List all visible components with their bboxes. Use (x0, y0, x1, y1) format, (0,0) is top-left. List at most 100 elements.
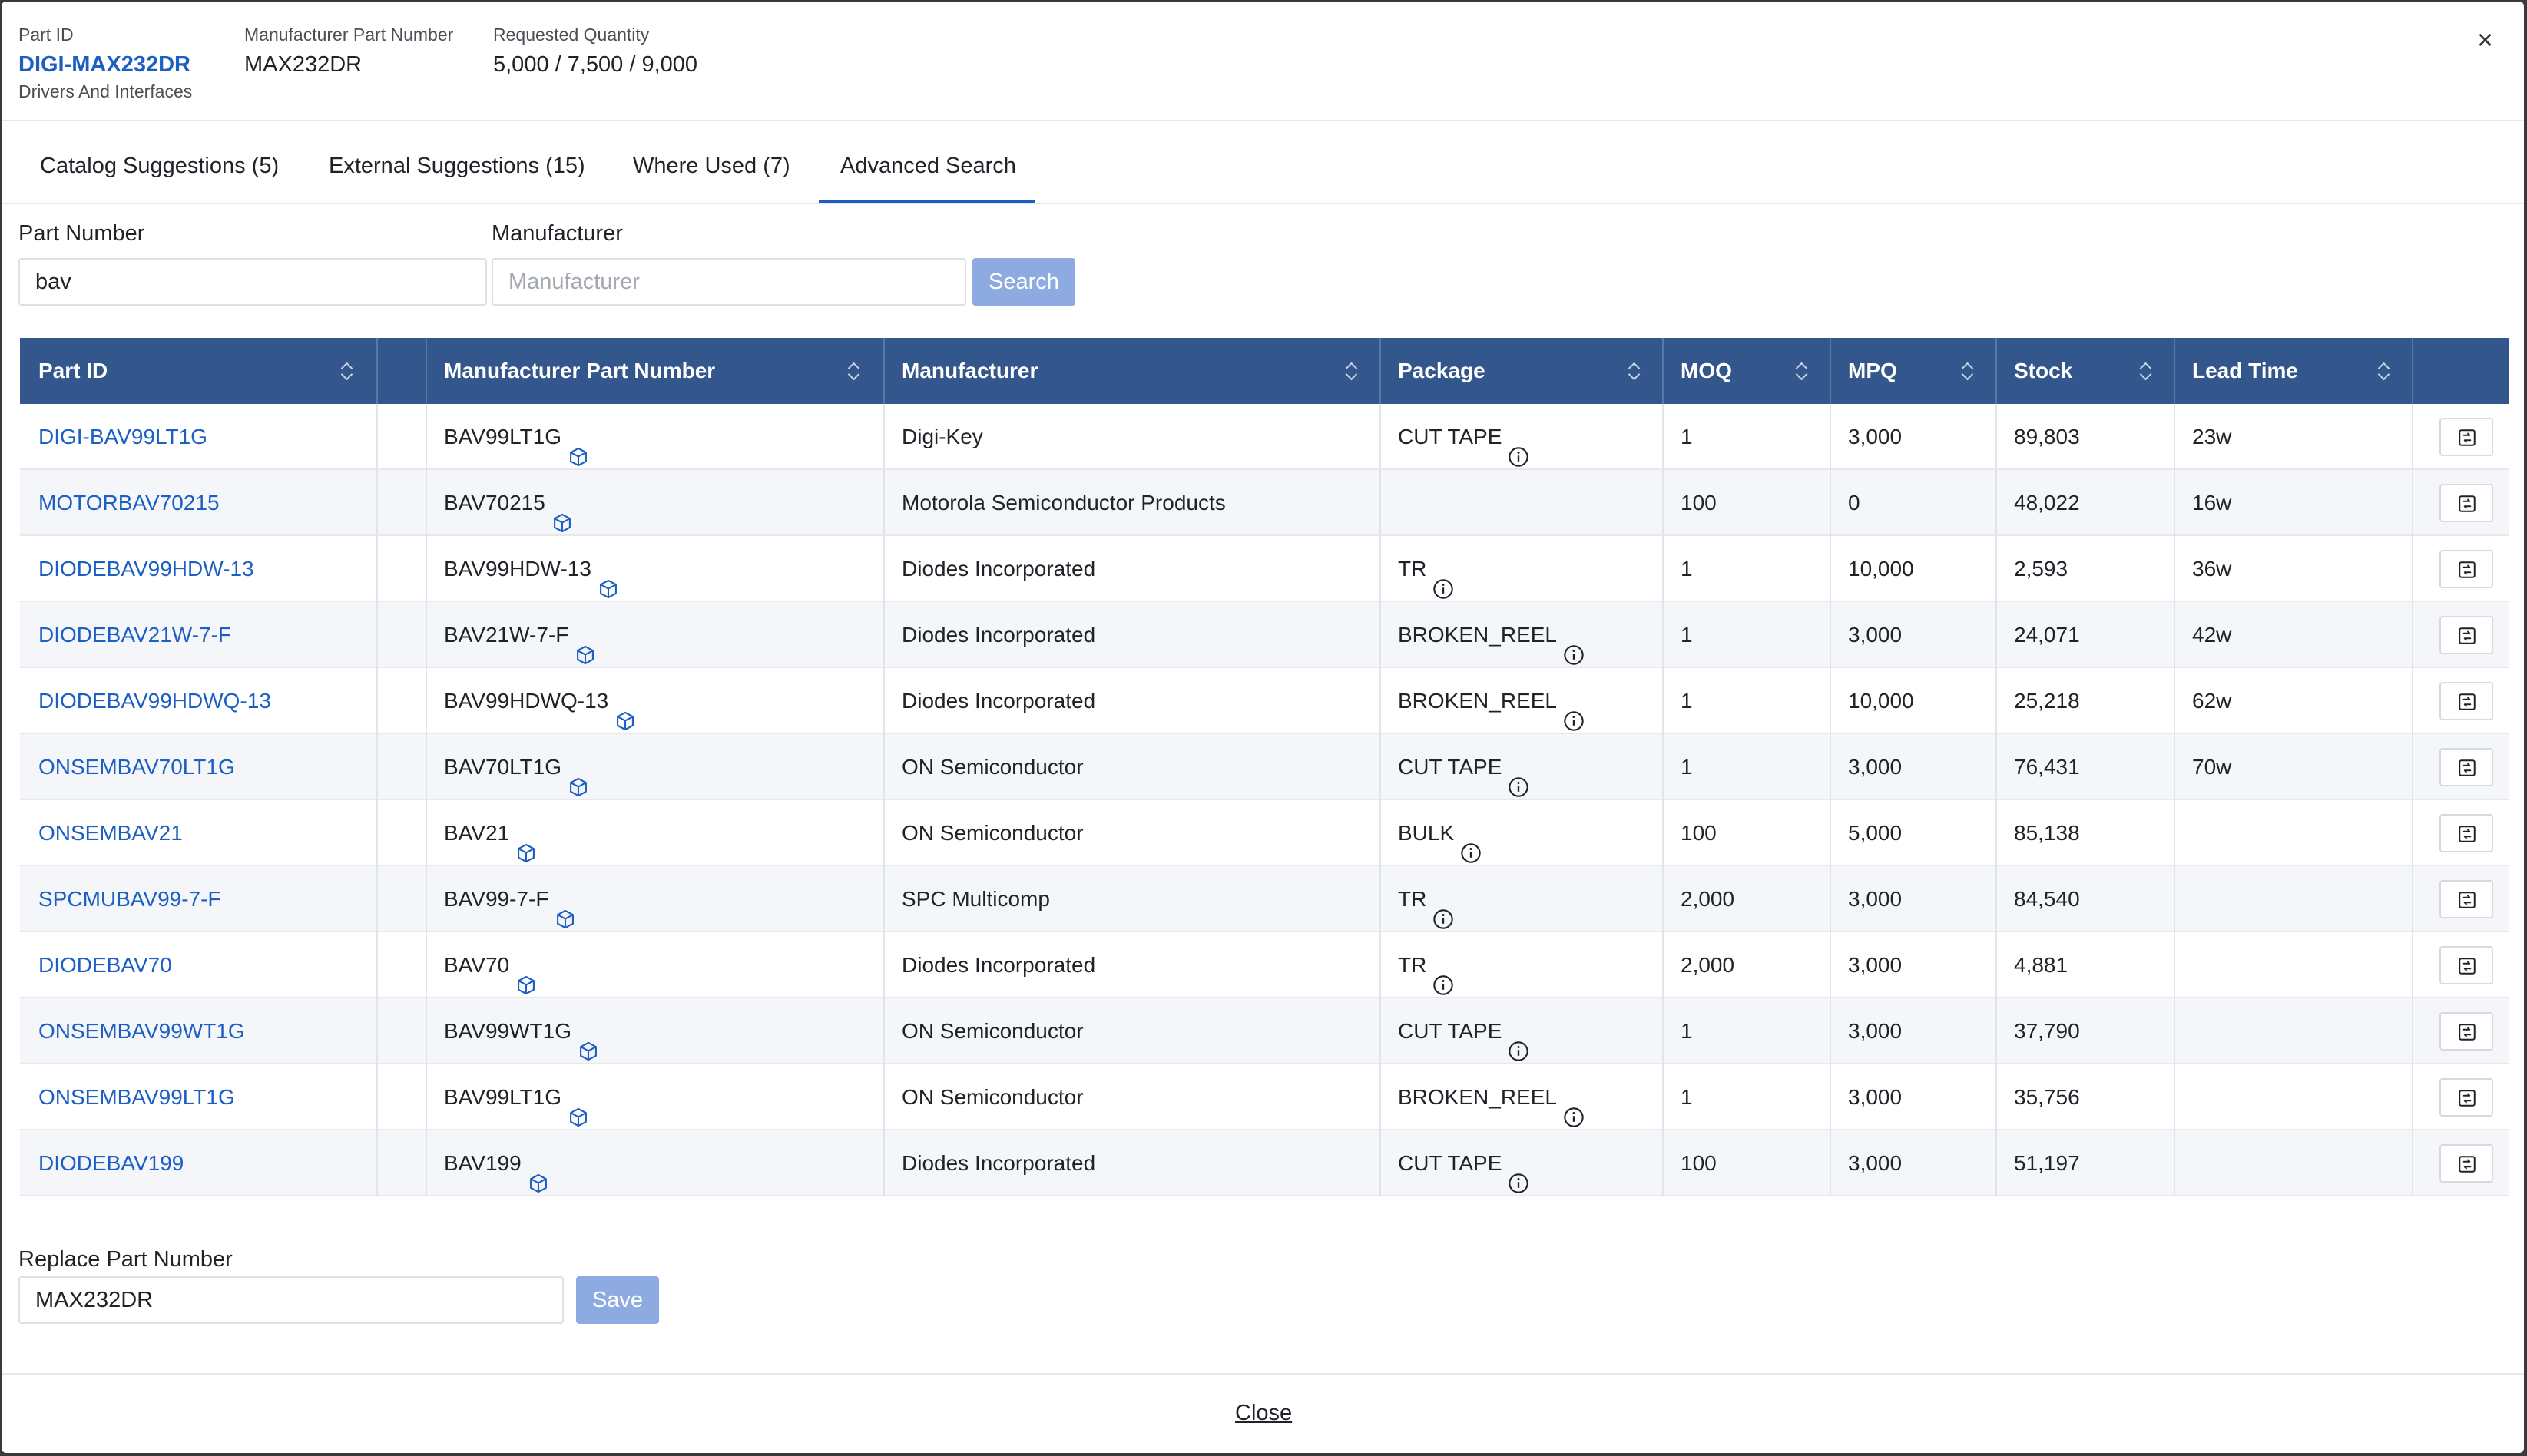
manufacturer-label: Manufacturer (492, 221, 623, 246)
cube-icon[interactable] (568, 1088, 589, 1127)
column-header-part-id[interactable]: Part ID (38, 359, 108, 382)
column-divider (1379, 536, 1381, 602)
cell-manufacturer: Diodes Incorporated (883, 668, 1095, 734)
replace-part-button[interactable] (2439, 418, 2493, 456)
tab-advanced-search[interactable]: Advanced Search (840, 154, 1016, 178)
column-header-lead-time[interactable]: Lead Time (2192, 359, 2298, 382)
cell-part-id-text[interactable]: ONSEMBAV99WT1G (38, 1019, 245, 1043)
tab-external-suggestions[interactable]: External Suggestions (15) (329, 154, 585, 178)
table-row: MOTORBAV70215 BAV70215 Motorola Semiconduc… (20, 470, 2509, 536)
cell-part-id-text[interactable]: ONSEMBAV99LT1G (38, 1085, 235, 1109)
cube-icon[interactable] (575, 626, 596, 664)
tab-catalog-suggestions[interactable]: Catalog Suggestions (5) (40, 154, 280, 178)
replace-part-button[interactable] (2439, 748, 2493, 786)
replace-part-button[interactable] (2439, 1012, 2493, 1051)
cell-part-id-text[interactable]: DIODEBAV99HDW-13 (38, 557, 254, 581)
close-icon[interactable]: × (2476, 24, 2493, 55)
column-divider (2174, 668, 2175, 734)
tab-where-used[interactable]: Where Used (7) (633, 154, 790, 178)
cell-part-id-text[interactable]: MOTORBAV70215 (38, 491, 220, 515)
cube-icon[interactable] (515, 956, 537, 994)
cube-icon[interactable] (568, 758, 589, 796)
column-header-mpq[interactable]: MPQ (1848, 359, 1897, 382)
cube-icon[interactable] (515, 824, 537, 862)
column-divider (426, 338, 427, 404)
cell-moq-text: 100 (1681, 491, 1717, 515)
table-row: ONSEMBAV70LT1G BAV70LT1G ON Semiconductor C… (20, 734, 2509, 800)
replace-part-button[interactable] (2439, 484, 2493, 522)
cell-part-id-text[interactable]: DIODEBAV199 (38, 1151, 184, 1175)
info-icon[interactable] (1508, 1022, 1529, 1061)
sort-icon[interactable] (341, 361, 353, 381)
replace-part-number-input[interactable]: MAX232DR (18, 1276, 564, 1324)
column-divider (376, 1064, 378, 1130)
manufacturer-input[interactable]: Manufacturer (492, 258, 966, 306)
cell-part-id: MOTORBAV70215 (20, 470, 220, 536)
column-header-stock[interactable]: Stock (2014, 359, 2073, 382)
cell-part-id-text[interactable]: DIODEBAV99HDWQ-13 (38, 689, 271, 713)
cube-icon[interactable] (528, 1154, 549, 1193)
replace-part-button[interactable] (2439, 616, 2493, 654)
cell-part-id-text[interactable]: DIODEBAV21W-7-F (38, 623, 232, 647)
sort-icon[interactable] (1796, 361, 1808, 381)
part-number-label: Part Number (18, 221, 145, 246)
cell-stock-text: 35,756 (2014, 1085, 2080, 1109)
cell-stock-text: 2,593 (2014, 557, 2068, 581)
column-divider (376, 998, 378, 1064)
sort-icon[interactable] (1346, 361, 1358, 381)
column-divider (1662, 932, 1664, 998)
cell-stock: 37,790 (1995, 998, 2080, 1064)
info-icon[interactable] (1508, 428, 1529, 467)
cell-moq: 1 (1662, 998, 1693, 1064)
info-icon[interactable] (1460, 824, 1482, 863)
replace-part-button[interactable] (2439, 550, 2493, 588)
info-icon[interactable] (1432, 560, 1454, 599)
cube-icon[interactable] (614, 692, 636, 730)
column-header-moq[interactable]: MOQ (1681, 359, 1732, 382)
replace-part-button[interactable] (2439, 682, 2493, 720)
cell-part-id-text[interactable]: DIODEBAV70 (38, 953, 172, 977)
info-icon[interactable] (1432, 956, 1454, 995)
replace-part-button[interactable] (2439, 880, 2493, 918)
replace-part-button[interactable] (2439, 1144, 2493, 1183)
column-divider (2412, 1064, 2413, 1130)
sort-icon[interactable] (848, 361, 860, 381)
replace-part-button[interactable] (2439, 814, 2493, 852)
replace-part-button[interactable] (2439, 946, 2493, 984)
cell-part-id-text[interactable]: ONSEMBAV21 (38, 821, 183, 845)
cell-part-id-text[interactable]: DIGI-BAV99LT1G (38, 425, 207, 448)
cell-part-id-text[interactable]: SPCMUBAV99-7-F (38, 887, 221, 911)
column-header-mpn[interactable]: Manufacturer Part Number (444, 359, 716, 382)
cube-icon[interactable] (551, 494, 573, 532)
cell-part-id-text[interactable]: ONSEMBAV70LT1G (38, 755, 235, 779)
sort-icon[interactable] (1962, 361, 1974, 381)
part-number-input[interactable]: bav (18, 258, 487, 306)
info-icon[interactable] (1563, 626, 1585, 665)
info-icon[interactable] (1563, 692, 1585, 731)
column-divider (2412, 866, 2413, 932)
cube-icon[interactable] (555, 890, 576, 928)
info-icon[interactable] (1432, 890, 1454, 929)
cell-manufacturer-text: ON Semiconductor (902, 1019, 1084, 1043)
column-divider (1379, 734, 1381, 800)
save-button[interactable]: Save (576, 1276, 659, 1324)
search-button[interactable]: Search (972, 258, 1075, 306)
info-icon[interactable] (1508, 1154, 1529, 1193)
cube-icon[interactable] (598, 560, 619, 598)
sort-icon[interactable] (2378, 361, 2390, 381)
cell-manufacturer-text: ON Semiconductor (902, 1085, 1084, 1109)
part-id-value[interactable]: DIGI-MAX232DR (18, 52, 190, 77)
cube-icon[interactable] (578, 1022, 599, 1061)
column-header-package[interactable]: Package (1398, 359, 1485, 382)
column-divider (1379, 668, 1381, 734)
column-header-manufacturer[interactable]: Manufacturer (902, 359, 1038, 382)
info-icon[interactable] (1563, 1088, 1585, 1127)
info-icon[interactable] (1508, 758, 1529, 797)
cube-icon[interactable] (568, 428, 589, 466)
sort-icon[interactable] (1628, 361, 1641, 381)
cell-lead-time-text: 16w (2192, 491, 2232, 515)
cell-manufacturer: ON Semiconductor (883, 998, 1084, 1064)
close-button[interactable]: Close (1235, 1401, 1293, 1425)
replace-part-button[interactable] (2439, 1078, 2493, 1117)
sort-icon[interactable] (2140, 361, 2152, 381)
